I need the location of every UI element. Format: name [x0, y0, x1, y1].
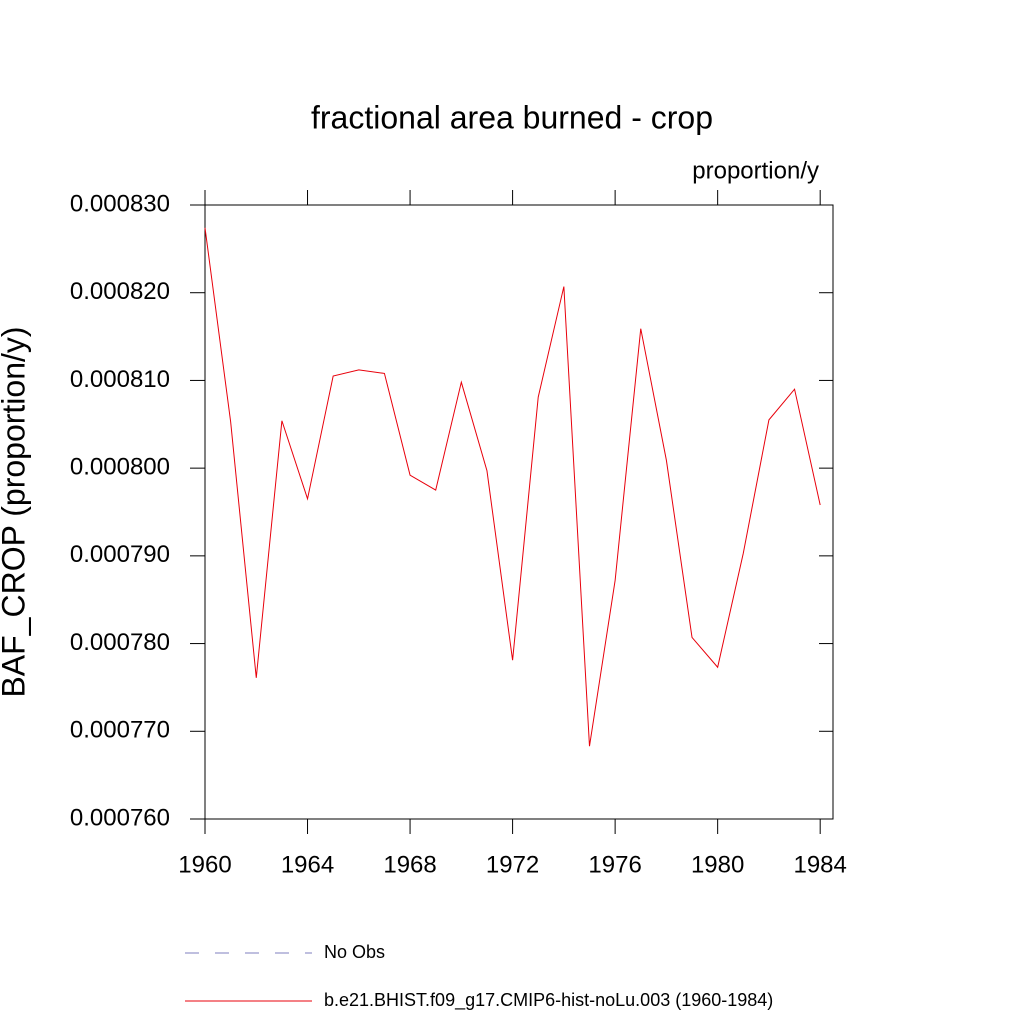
x-tick-label: 1960	[178, 851, 231, 878]
x-tick-label: 1976	[588, 851, 641, 878]
x-tick-label: 1968	[383, 851, 436, 878]
y-tick-label: 0.000830	[70, 190, 170, 217]
plot-frame	[204, 204, 834, 820]
x-tick-label: 1964	[281, 851, 334, 878]
y-tick-label: 0.000770	[70, 717, 170, 744]
y-axis-title: BAF_CROP (proportion/y)	[0, 326, 31, 697]
x-tick-label: 1972	[486, 851, 539, 878]
x-tick-label: 1980	[691, 851, 744, 878]
y-tick-label: 0.000810	[70, 366, 170, 393]
y-tick-label: 0.000760	[70, 804, 170, 831]
chart-title: fractional area burned - crop	[311, 99, 713, 135]
legend-label: No Obs	[324, 942, 385, 962]
y-tick-label: 0.000790	[70, 541, 170, 568]
y-tick-label: 0.000780	[70, 629, 170, 656]
legend-label: b.e21.BHIST.f09_g17.CMIP6-hist-noLu.003 …	[324, 990, 773, 1011]
units-label: proportion/y	[692, 157, 819, 184]
data-line	[204, 227, 821, 747]
y-tick-label: 0.000800	[70, 453, 170, 480]
y-tick-label: 0.000820	[70, 278, 170, 305]
x-tick-label: 1984	[793, 851, 846, 878]
